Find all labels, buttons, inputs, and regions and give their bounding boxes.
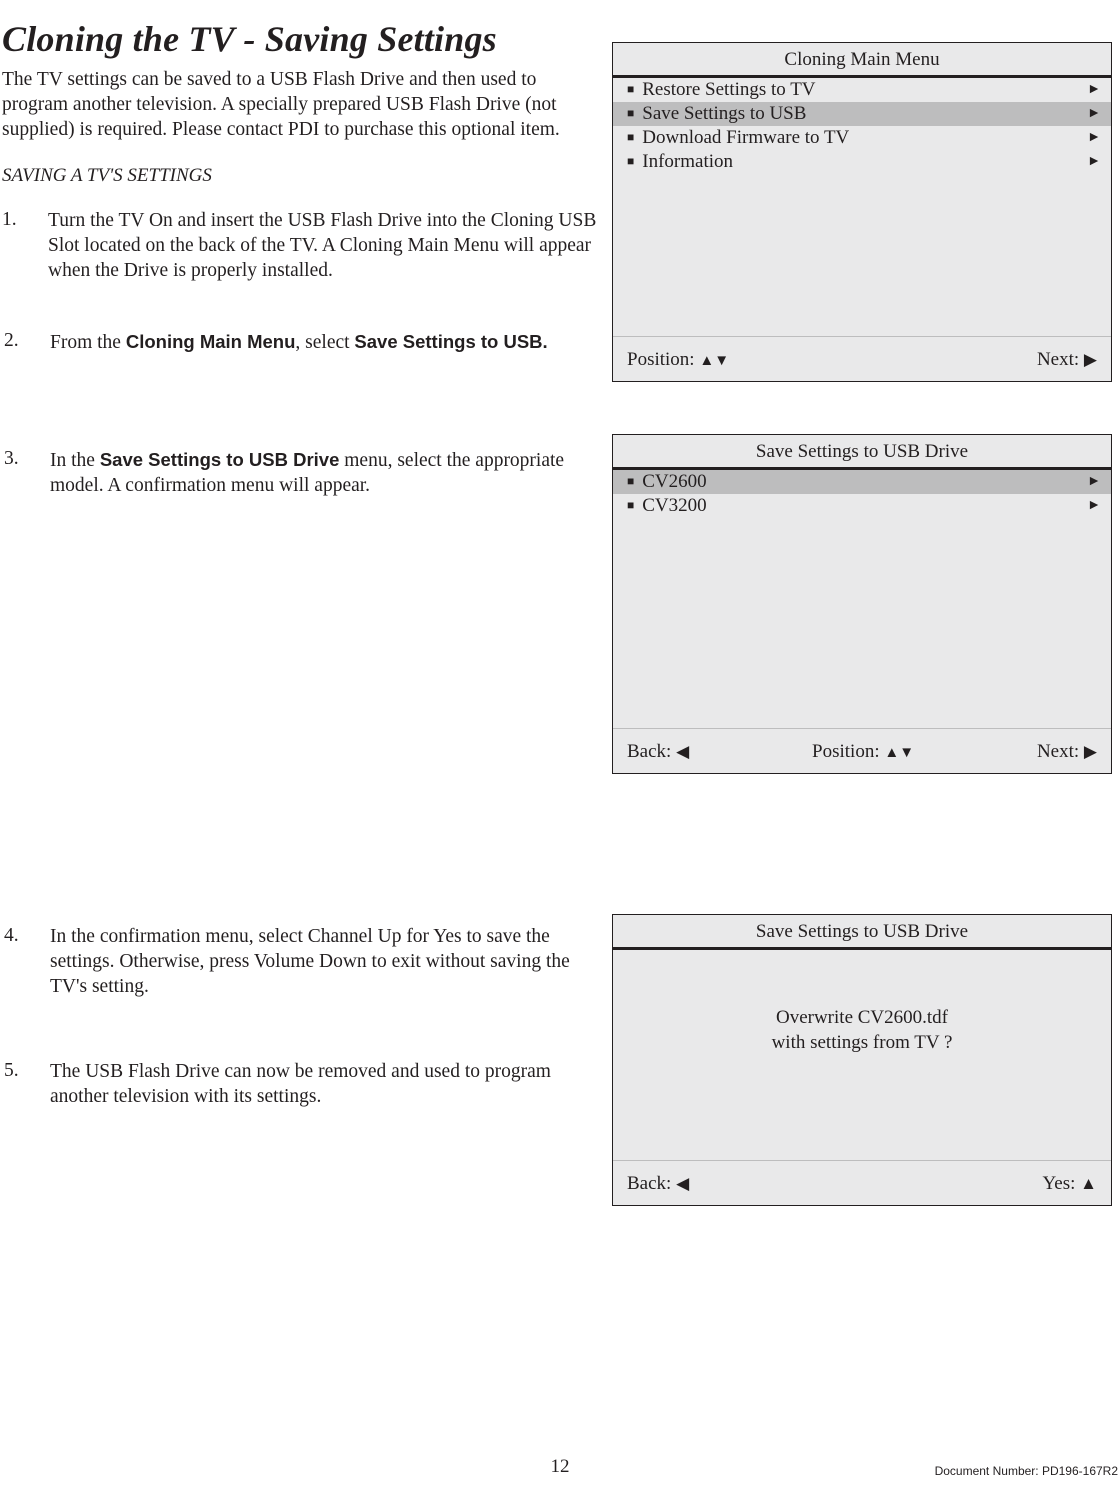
cloning-main-menu-panel: Cloning Main Menu ■ Restore Settings to T… — [612, 42, 1112, 382]
up-icon: ▲ — [699, 353, 714, 370]
menu-row-label: CV3200 — [642, 494, 1087, 518]
footer-next: Next: ▶ — [1037, 741, 1097, 763]
step-text: Turn the TV On and insert the USB Flash … — [48, 209, 602, 284]
text: From the — [50, 332, 126, 353]
menu-row[interactable]: ■ CV3200► — [613, 494, 1111, 518]
save-settings-model-panel: Save Settings to USB Drive ■ CV2600► ■ CV32… — [612, 434, 1112, 774]
menu-row-label: Download Firmware to TV — [642, 126, 1087, 150]
footer-position: Position: ▲▼ — [627, 349, 729, 371]
step-text: In the Save Settings to USB Drive menu, … — [50, 448, 604, 499]
bold: Cloning Main Menu — [126, 331, 296, 352]
bullet-icon: ■ — [627, 149, 634, 173]
document-number: Document Number: PD196-167R2 — [935, 1464, 1118, 1478]
menu-row-label: CV2600 — [642, 470, 1087, 494]
down-icon: ▼ — [714, 353, 729, 370]
footer-position: Position: ▲▼ — [812, 741, 914, 763]
left-icon: ◀ — [676, 1174, 689, 1194]
label: Yes: — [1042, 1173, 1080, 1194]
panel-title: Cloning Main Menu — [613, 43, 1111, 78]
menu-row[interactable]: ■ CV2600► — [613, 470, 1111, 494]
label: Back: — [627, 1173, 676, 1194]
label: Position: — [627, 349, 699, 370]
down-icon: ▼ — [899, 745, 914, 762]
panel-body: ■ CV2600► ■ CV3200► — [613, 470, 1111, 728]
chevron-right-icon: ► — [1087, 126, 1101, 150]
confirm-line-2: with settings from TV ? — [772, 1031, 953, 1056]
step-1: 1. Turn the TV On and insert the USB Fla… — [2, 209, 602, 284]
menu-row[interactable]: ■ Download Firmware to TV► — [613, 126, 1111, 150]
footer-next: Next: ▶ — [1037, 349, 1097, 371]
step-text: In the confirmation menu, select Channel… — [50, 925, 604, 1000]
save-settings-confirm-panel: Save Settings to USB Drive Overwrite CV2… — [612, 914, 1112, 1206]
label: Position: — [812, 741, 884, 762]
panel-footer: Position: ▲▼ Next: ▶ — [613, 336, 1111, 381]
panel-body: ■Restore Settings to TV►■Save Settings t… — [613, 78, 1111, 336]
panel-title: Save Settings to USB Drive — [613, 915, 1111, 950]
panel-footer: Back: ◀ Yes: ▲ — [613, 1160, 1111, 1205]
step-3: 3. In the Save Settings to USB Drive men… — [4, 448, 604, 499]
bold: Save Settings to USB. — [354, 331, 547, 352]
chevron-right-icon: ► — [1087, 150, 1101, 174]
menu-row-label: Information — [642, 150, 1087, 174]
panel-title: Save Settings to USB Drive — [613, 435, 1111, 470]
label: Next: — [1037, 349, 1084, 370]
step-5: 5. The USB Flash Drive can now be remove… — [4, 1060, 604, 1110]
left-icon: ◀ — [676, 742, 689, 762]
up-icon: ▲ — [884, 745, 899, 762]
step-text: The USB Flash Drive can now be removed a… — [50, 1060, 604, 1110]
label: Next: — [1037, 741, 1084, 762]
panel-body: Overwrite CV2600.tdf with settings from … — [613, 950, 1111, 1160]
right-icon: ▶ — [1084, 742, 1097, 762]
bullet-icon: ■ — [627, 469, 634, 493]
intro-paragraph: The TV settings can be saved to a USB Fl… — [2, 68, 602, 143]
panel-footer: Back: ◀ Position: ▲▼ Next: ▶ — [613, 728, 1111, 773]
chevron-right-icon: ► — [1087, 102, 1101, 126]
menu-row[interactable]: ■ Restore Settings to TV► — [613, 78, 1111, 102]
bullet-icon: ■ — [627, 77, 634, 101]
label: Back: — [627, 741, 676, 762]
bullet-icon: ■ — [627, 493, 634, 517]
chevron-right-icon: ► — [1087, 494, 1101, 518]
step-text: From the Cloning Main Menu, select Save … — [50, 330, 548, 356]
right-icon: ▶ — [1084, 350, 1097, 370]
footer-back: Back: ◀ — [627, 1173, 689, 1195]
step-number: 4. — [4, 925, 26, 1000]
up-icon: ▲ — [1080, 1174, 1097, 1194]
confirm-line-1: Overwrite CV2600.tdf — [776, 1006, 948, 1031]
step-number: 5. — [4, 1060, 26, 1110]
step-2: 2. From the Cloning Main Menu, select Sa… — [4, 330, 548, 356]
footer-back: Back: ◀ — [627, 741, 689, 763]
bullet-icon: ■ — [627, 125, 634, 149]
step-number: 2. — [4, 330, 26, 356]
step-4: 4. In the confirmation menu, select Chan… — [4, 925, 604, 1000]
menu-row[interactable]: ■ Save Settings to USB► — [613, 102, 1111, 126]
bullet-icon: ■ — [627, 101, 634, 125]
chevron-right-icon: ► — [1087, 78, 1101, 102]
text: , select — [295, 332, 354, 353]
menu-row-label: Save Settings to USB — [642, 102, 1087, 126]
step-number: 3. — [4, 448, 26, 499]
text: In the — [50, 450, 100, 471]
menu-row[interactable]: ■ Information► — [613, 150, 1111, 174]
step-number: 1. — [2, 209, 24, 284]
menu-row-label: Restore Settings to TV — [642, 78, 1087, 102]
footer-yes: Yes: ▲ — [1042, 1173, 1097, 1195]
chevron-right-icon: ► — [1087, 470, 1101, 494]
bold: Save Settings to USB Drive — [100, 449, 340, 470]
